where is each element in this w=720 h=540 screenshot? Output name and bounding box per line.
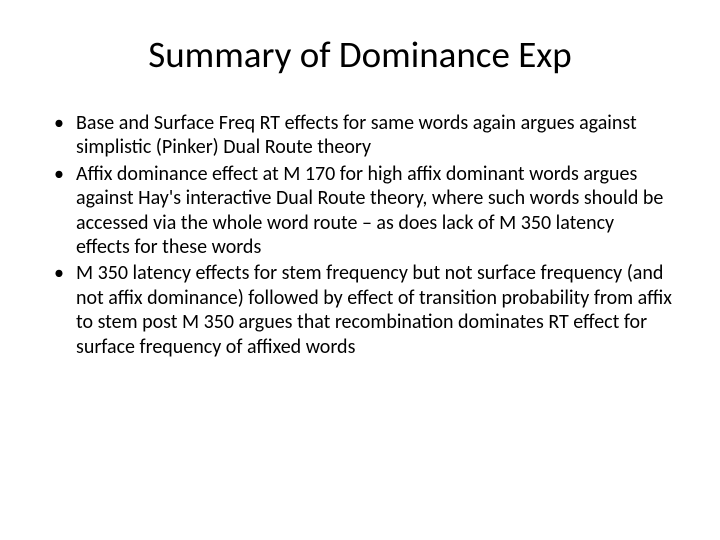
list-item: Affix dominance effect at M 170 for high… — [48, 162, 672, 260]
page-title: Summary of Dominance Exp — [48, 32, 672, 77]
list-item: M 350 latency effects for stem frequency… — [48, 261, 672, 359]
list-item: Base and Surface Freq RT effects for sam… — [48, 111, 672, 160]
bullet-list: Base and Surface Freq RT effects for sam… — [48, 111, 672, 361]
slide: Summary of Dominance Exp Base and Surfac… — [0, 0, 720, 540]
